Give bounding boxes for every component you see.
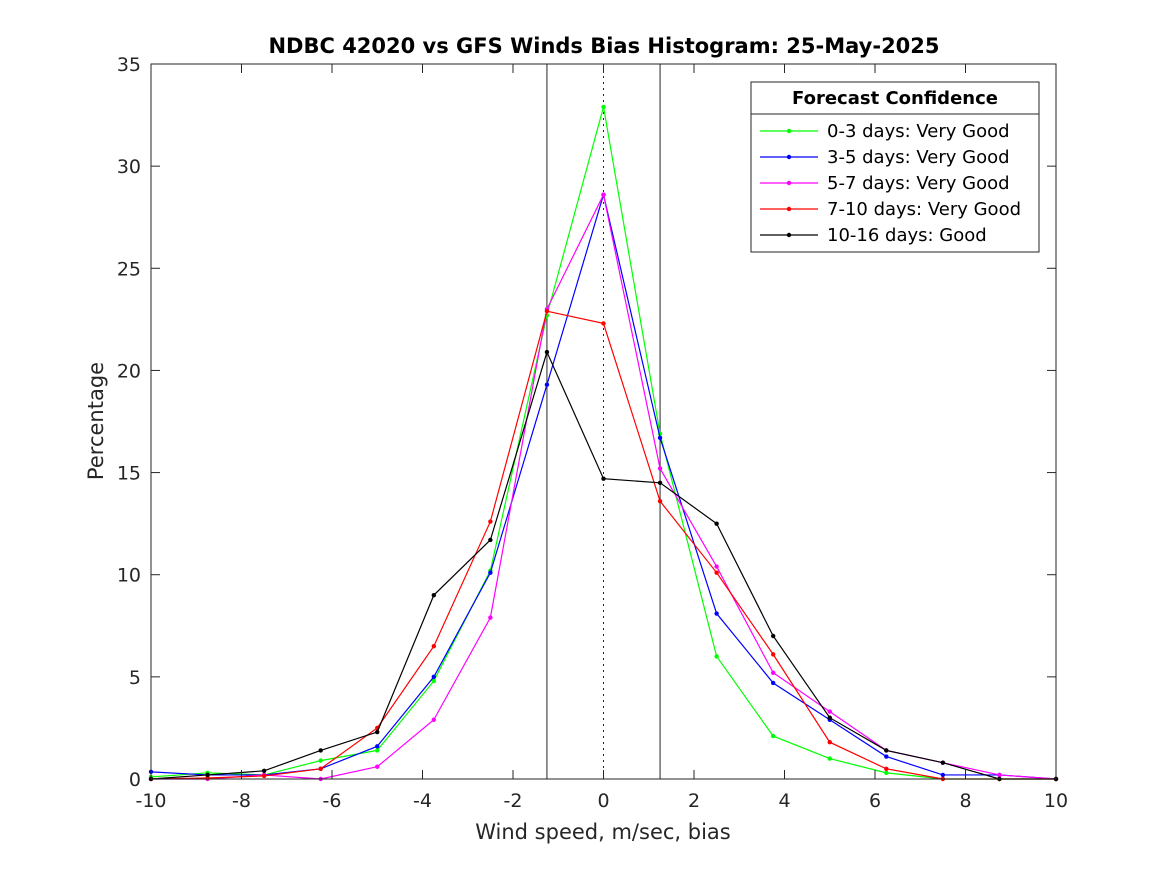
- data-point: [601, 476, 606, 481]
- y-tick-label: 20: [117, 360, 141, 382]
- chart-title: NDBC 42020 vs GFS Winds Bias Histogram: …: [268, 34, 939, 58]
- x-tick-label: 6: [869, 790, 881, 812]
- data-point: [770, 633, 776, 639]
- data-point: [375, 744, 380, 749]
- data-point: [261, 768, 267, 774]
- reference-lines: [546, 64, 661, 779]
- x-tick-label: -2: [504, 790, 523, 812]
- data-point: [770, 733, 776, 739]
- data-point: [997, 772, 1002, 778]
- data-point: [940, 772, 946, 778]
- y-tick-label: 30: [117, 156, 141, 178]
- data-point: [375, 748, 380, 753]
- data-point: [488, 537, 493, 543]
- legend-label: 3-5 days: Very Good: [827, 147, 1010, 168]
- x-tick-label: -10: [135, 790, 166, 812]
- legend-swatch-marker: [786, 154, 792, 160]
- data-point: [318, 758, 323, 763]
- data-point: [884, 770, 889, 776]
- legend-title: Forecast Confidence: [792, 88, 998, 109]
- legend-items: 0-3 days: Very Good 3-5 days: Very Good 5-…: [760, 121, 1021, 246]
- x-tick-label: 10: [1044, 790, 1068, 812]
- data-point: [431, 644, 437, 649]
- data-point: [601, 192, 606, 197]
- series-4: [148, 349, 1059, 782]
- axis-ticks: -10 -8 -6 -4 -2 0 2 4 6 8 10 0 5 10 15 20 25 30 35: [117, 54, 1068, 812]
- x-tick-label: -6: [323, 790, 342, 812]
- data-point: [261, 773, 267, 779]
- data-point: [714, 570, 719, 575]
- data-point: [488, 570, 493, 575]
- data-point: [940, 760, 946, 765]
- data-point: [488, 615, 493, 620]
- data-point: [431, 592, 437, 598]
- legend-box: [750, 81, 1040, 253]
- x-tick-label: 8: [959, 790, 971, 812]
- data-point: [827, 756, 832, 761]
- data-point: [714, 521, 719, 526]
- series-layer: [148, 104, 1059, 782]
- data-point: [318, 766, 323, 771]
- legend-entry-4: 10-16 days: Good: [760, 225, 987, 246]
- legend-label: 5-7 days: Very Good: [827, 173, 1010, 194]
- y-tick-label: 5: [129, 667, 141, 689]
- legend-swatch-marker: [786, 128, 792, 134]
- data-point: [544, 349, 550, 355]
- data-point: [488, 519, 493, 524]
- legend-label: 0-3 days: Very Good: [827, 121, 1010, 142]
- data-point: [827, 715, 832, 720]
- data-point: [431, 678, 437, 684]
- data-point: [431, 717, 437, 722]
- data-point: [770, 670, 776, 675]
- data-point: [375, 764, 380, 769]
- legend-swatch-marker: [786, 180, 792, 186]
- legend-entry-0: 0-3 days: Very Good: [760, 121, 1010, 142]
- data-point: [884, 754, 889, 759]
- data-point: [431, 674, 437, 680]
- x-axis-label: Wind speed, m/sec, bias: [475, 820, 731, 844]
- data-point: [884, 766, 889, 771]
- y-axis-label: Percentage: [84, 362, 108, 480]
- data-point: [827, 740, 832, 745]
- x-tick-label: -8: [232, 790, 251, 812]
- legend-entry-2: 5-7 days: Very Good: [760, 173, 1010, 194]
- data-point: [770, 652, 776, 657]
- x-tick-label: 2: [688, 790, 700, 812]
- data-point: [375, 729, 380, 735]
- x-tick-label: -4: [413, 790, 432, 812]
- data-point: [657, 480, 663, 485]
- data-point: [714, 654, 719, 659]
- data-point: [544, 382, 550, 387]
- y-tick-label: 35: [117, 54, 141, 76]
- data-point: [657, 435, 663, 441]
- y-tick-label: 25: [117, 258, 141, 280]
- y-tick-label: 15: [117, 463, 141, 485]
- data-point: [601, 321, 606, 326]
- legend-swatch-marker: [786, 232, 792, 238]
- data-point: [657, 498, 663, 504]
- legend-label: 7-10 days: Very Good: [827, 199, 1021, 220]
- x-tick-label: 0: [597, 790, 609, 812]
- data-point: [544, 308, 550, 314]
- legend-label: 10-16 days: Good: [827, 225, 987, 246]
- data-point: [884, 748, 889, 753]
- legend-entry-1: 3-5 days: Very Good: [760, 147, 1010, 168]
- data-point: [714, 611, 719, 616]
- y-tick-label: 10: [117, 565, 141, 587]
- data-point: [827, 709, 832, 714]
- legend-swatch-marker: [786, 206, 792, 212]
- data-point: [714, 564, 719, 569]
- x-tick-label: 4: [778, 790, 790, 812]
- data-point: [205, 772, 210, 778]
- y-tick-label: 0: [129, 769, 141, 791]
- data-point: [318, 748, 323, 753]
- legend: Forecast Confidence 0-3 days: Very Good 3…: [750, 81, 1040, 253]
- data-point: [657, 466, 663, 471]
- data-point: [770, 680, 776, 686]
- legend-entry-3: 7-10 days: Very Good: [760, 199, 1021, 220]
- data-point: [601, 104, 606, 110]
